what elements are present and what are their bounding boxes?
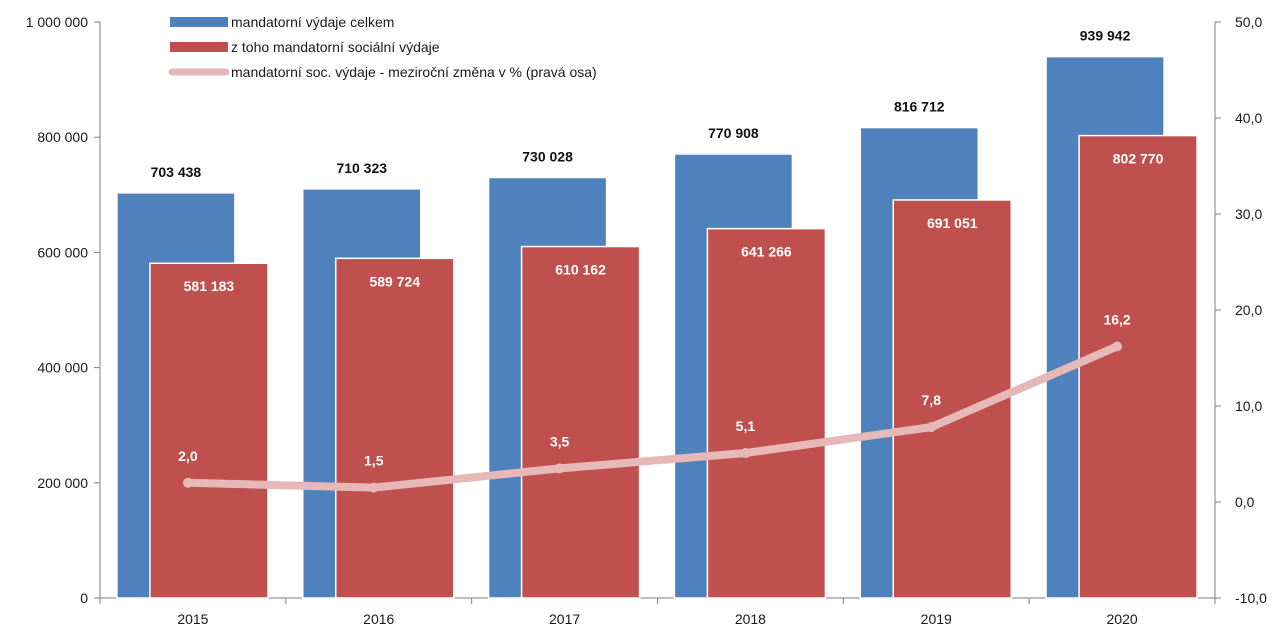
social-expenditure-bars: 581 183 589 724 610 162 641 266 691 051 802 7… [149,134,1198,599]
legend-label-total: mandatorní výdaje celkem [231,14,394,30]
yoy-change-point [1112,341,1123,352]
right-axis-tick-label: 0,0 [1235,494,1255,510]
yoy-change-data-label: 16,2 [1103,311,1130,327]
total-expenditure-data-label: 816 712 [894,99,945,115]
social-expenditure-bar [706,227,827,599]
total-expenditure-data-label: 770 908 [708,125,759,141]
social-expenditure-data-label: 589 724 [369,273,420,289]
yoy-change-data-label: 3,5 [550,433,570,449]
total-expenditure-data-label: 939 942 [1080,28,1131,44]
yoy-change-data-label: 1,5 [364,453,384,469]
legend-label-change: mandatorní soc. výdaje - meziroční změna… [231,64,597,80]
x-axis-category-label: 2016 [363,611,394,627]
social-expenditure-data-label: 691 051 [927,215,978,231]
yoy-change-line: 2,0 1,5 3,5 5,1 7,8 16,2 [178,311,1131,493]
social-expenditure-bar [1078,134,1198,599]
social-expenditure-bar [520,245,641,599]
x-axis-category-label: 2020 [1107,611,1138,627]
right-axis: -10,0 0,0 10,0 20,0 30,0 40,0 50,0 [1214,14,1267,606]
social-expenditure-data-label: 581 183 [184,278,235,294]
left-axis-tick-label: 600 000 [37,244,88,260]
x-axis-category-label: 2015 [177,611,208,627]
right-axis-tick-label: 30,0 [1235,206,1262,222]
right-axis-tick-label: 20,0 [1235,302,1262,318]
left-axis-tick-label: 200 000 [37,475,88,491]
left-axis-tick-label: 400 000 [37,360,88,376]
yoy-change-point [554,463,565,474]
yoy-change-data-label: 2,0 [178,448,198,464]
left-axis-tick-label: 800 000 [37,129,88,145]
legend-swatch-total [170,17,228,27]
yoy-change-line-path [183,342,1122,492]
left-axis: 0 200 000 400 000 600 000 800 000 1 000 000 [26,14,101,606]
social-expenditure-bar [149,262,269,599]
x-axis: 2015 2016 2017 2018 2019 2020 [99,597,1216,627]
yoy-change-point [182,477,193,488]
yoy-change-point [926,422,937,433]
yoy-change-data-label: 5,1 [736,418,756,434]
social-expenditure-data-label: 610 162 [555,262,606,278]
legend-label-social: z toho mandatorní sociální výdaje [231,39,440,55]
social-expenditure-data-label: 802 770 [1113,151,1164,167]
total-expenditure-data-label: 710 323 [336,160,387,176]
yoy-change-point [740,448,751,459]
right-axis-tick-label: 10,0 [1235,398,1262,414]
left-axis-tick-label: 0 [80,590,88,606]
x-axis-category-label: 2017 [549,611,580,627]
yoy-change-point [368,482,379,493]
left-axis-tick-label: 1 000 000 [26,14,88,30]
social-expenditure-bar [335,257,455,599]
right-axis-tick-label: 40,0 [1235,110,1262,126]
total-expenditure-data-label: 730 028 [522,149,573,165]
x-axis-category-label: 2018 [735,611,766,627]
legend: mandatorní výdaje celkem z toho mandatorn… [168,14,597,80]
social-expenditure-data-label: 641 266 [741,244,792,260]
right-axis-tick-label: -10,0 [1235,590,1267,606]
yoy-change-data-label: 7,8 [922,392,942,408]
total-expenditure-data-label: 703 438 [151,164,202,180]
x-axis-category-label: 2019 [921,611,952,627]
legend-swatch-social [170,42,228,52]
right-axis-tick-label: 50,0 [1235,14,1262,30]
